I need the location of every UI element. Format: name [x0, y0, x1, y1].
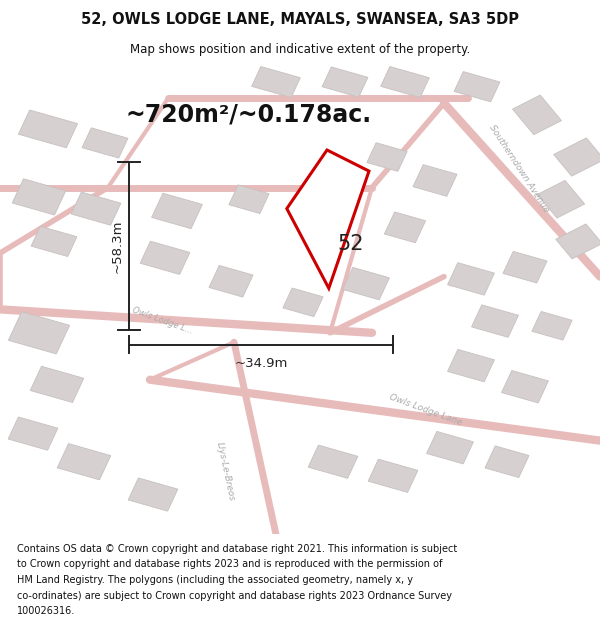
Polygon shape	[322, 67, 368, 97]
Text: ~720m²/~0.178ac.: ~720m²/~0.178ac.	[126, 103, 372, 127]
Text: Contains OS data © Crown copyright and database right 2021. This information is : Contains OS data © Crown copyright and d…	[17, 544, 457, 554]
Polygon shape	[448, 262, 494, 295]
Polygon shape	[448, 349, 494, 382]
Polygon shape	[532, 311, 572, 340]
Text: ~34.9m: ~34.9m	[235, 357, 287, 370]
Text: Owls Lodge L...: Owls Lodge L...	[131, 306, 193, 336]
Polygon shape	[8, 417, 58, 450]
Polygon shape	[308, 445, 358, 478]
Polygon shape	[485, 446, 529, 478]
Text: ~58.3m: ~58.3m	[110, 219, 124, 273]
Text: 52: 52	[338, 234, 364, 254]
Polygon shape	[82, 128, 128, 158]
Polygon shape	[31, 226, 77, 256]
Polygon shape	[251, 66, 301, 98]
Polygon shape	[140, 241, 190, 274]
Text: Llys-Le-Breos: Llys-Le-Breos	[214, 441, 236, 501]
Text: Owls Lodge Lane: Owls Lodge Lane	[388, 392, 464, 428]
Polygon shape	[554, 138, 600, 176]
Text: HM Land Registry. The polygons (including the associated geometry, namely x, y: HM Land Registry. The polygons (includin…	[17, 575, 413, 585]
Text: to Crown copyright and database rights 2023 and is reproduced with the permissio: to Crown copyright and database rights 2…	[17, 559, 442, 569]
Polygon shape	[209, 266, 253, 297]
Text: co-ordinates) are subject to Crown copyright and database rights 2023 Ordnance S: co-ordinates) are subject to Crown copyr…	[17, 591, 452, 601]
Polygon shape	[385, 212, 425, 243]
Polygon shape	[287, 150, 369, 288]
Polygon shape	[538, 181, 584, 218]
Polygon shape	[128, 478, 178, 511]
Polygon shape	[229, 185, 269, 214]
Polygon shape	[57, 444, 111, 480]
Text: 52, OWLS LODGE LANE, MAYALS, SWANSEA, SA3 5DP: 52, OWLS LODGE LANE, MAYALS, SWANSEA, SA…	[81, 12, 519, 27]
Text: 100026316.: 100026316.	[17, 606, 75, 616]
Polygon shape	[152, 193, 202, 229]
Polygon shape	[368, 459, 418, 492]
Polygon shape	[71, 192, 121, 225]
Polygon shape	[472, 305, 518, 338]
Polygon shape	[8, 312, 70, 354]
Polygon shape	[380, 66, 430, 98]
Text: Southerndown Avenue: Southerndown Avenue	[487, 123, 551, 214]
Polygon shape	[30, 366, 84, 403]
Polygon shape	[413, 164, 457, 196]
Polygon shape	[454, 72, 500, 102]
Polygon shape	[343, 268, 389, 300]
Polygon shape	[283, 288, 323, 317]
Polygon shape	[556, 224, 600, 259]
Polygon shape	[19, 110, 77, 148]
Polygon shape	[367, 142, 407, 171]
Polygon shape	[502, 371, 548, 403]
Text: Map shows position and indicative extent of the property.: Map shows position and indicative extent…	[130, 42, 470, 56]
Polygon shape	[512, 95, 562, 134]
Polygon shape	[12, 179, 66, 215]
Polygon shape	[427, 431, 473, 464]
Polygon shape	[503, 251, 547, 283]
